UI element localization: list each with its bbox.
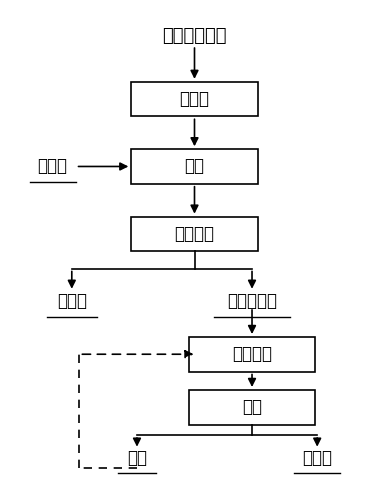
Text: 碱液吸收: 碱液吸收: [232, 345, 272, 363]
Text: 焙烧渣: 焙烧渣: [57, 292, 87, 310]
FancyBboxPatch shape: [189, 337, 315, 372]
Text: 氯化焙烧: 氯化焙烧: [175, 225, 214, 243]
Text: 氯化剂: 氯化剂: [38, 157, 68, 175]
Text: 过滤: 过滤: [242, 398, 262, 416]
Text: 预处理: 预处理: [179, 90, 210, 108]
Text: 含汞冶炼废渣: 含汞冶炼废渣: [162, 27, 227, 45]
Text: 氧化汞: 氧化汞: [302, 449, 332, 467]
Text: 氯化汞烟气: 氯化汞烟气: [227, 292, 277, 310]
FancyBboxPatch shape: [131, 149, 258, 184]
FancyBboxPatch shape: [131, 217, 258, 251]
Text: 滤液: 滤液: [127, 449, 147, 467]
FancyBboxPatch shape: [131, 82, 258, 116]
Text: 配料: 配料: [184, 157, 205, 175]
FancyBboxPatch shape: [189, 390, 315, 425]
